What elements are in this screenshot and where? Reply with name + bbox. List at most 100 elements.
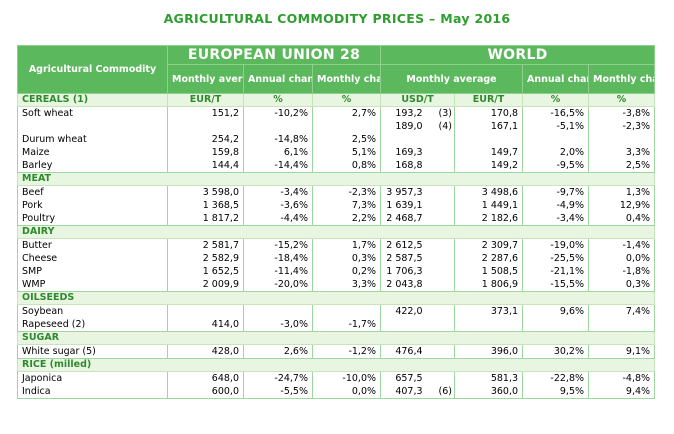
value-cell: -19,0% [522,238,590,252]
value-cell: 149,7 [454,146,524,159]
value-cell: 648,0 [167,371,244,385]
value-cell: -14,4% [243,159,313,173]
value-cell: 657,5 [380,371,427,385]
commodity-name: Cheese [17,252,168,265]
commodity-name: Beef [17,185,168,199]
section-row: CEREALS (1) EUR/T%% USD/T EUR/T%% [17,93,656,107]
value-cell: -11,4% [243,265,313,278]
footnote-ref [426,344,456,359]
value-cell: 159,8 [167,146,244,159]
footnote-ref [426,371,456,385]
value-cell: 1 652,5 [167,265,244,278]
value-cell [311,304,382,318]
commodity-name: Rapeseed (2) [17,318,168,332]
value-cell: -15,2% [243,238,313,252]
section-label: SUGAR [16,331,656,345]
value-cell: 0,8% [311,159,382,173]
table-row: Soft wheat 151,2 -10,2% 2,7% 193,2 (3) 170,8 -1… [17,106,656,120]
value-cell: 6,1% [243,146,313,159]
value-cell: -18,4% [243,252,313,265]
unit-label: EUR/T [167,93,244,107]
value-cell: 476,4 [380,344,427,359]
value-cell [588,133,656,146]
section-label: RICE (milled) [16,358,656,372]
value-cell [243,120,313,133]
table-row: Poultry 1 817,2 -4,4% 2,2% 2 468,7 2 182,6 -3,… [17,212,656,226]
commodity-name: Barley [17,159,168,173]
table-row: SMP 1 652,5 -11,4% 0,2% 1 706,3 1 508,5 -21,1%… [17,265,656,278]
value-cell: 3,3% [588,146,656,159]
footnote-ref [426,199,456,212]
footnote-ref [426,185,456,199]
value-cell: 0,3% [588,278,656,292]
table-row: Cheese 2 582,9 -18,4% 0,3% 2 587,5 2 287,6 -25… [17,252,656,265]
value-cell: 167,1 [454,120,524,133]
commodity-name [17,120,168,133]
value-cell: -10,2% [243,106,313,120]
value-cell: 1 706,3 [380,265,427,278]
value-cell [522,318,590,332]
value-cell: -21,1% [522,265,590,278]
value-cell: 149,2 [454,159,524,173]
value-cell [311,120,382,133]
value-cell [380,133,427,146]
footnote-ref [426,252,456,265]
section-label: DAIRY [16,225,656,239]
value-cell: -20,0% [243,278,313,292]
value-cell: 0,0% [311,385,382,399]
value-cell: 422,0 [380,304,427,318]
value-cell: 2 581,7 [167,238,244,252]
value-cell: -4,4% [243,212,313,226]
value-cell: 2 009,9 [167,278,244,292]
value-cell [454,318,524,332]
value-cell: 600,0 [167,385,244,399]
value-cell: 1 508,5 [454,265,524,278]
value-cell: -5,1% [522,120,590,133]
table-row: Soybean 422,0 373,1 9,6% 7,4% [17,304,656,318]
value-cell: -2,3% [311,185,382,199]
unit-label: % [588,93,656,107]
value-cell: 1 817,2 [167,212,244,226]
world-header: WORLD [380,45,656,65]
value-cell: 151,2 [167,106,244,120]
table-row: 189,0 (4) 167,1 -5,1% -2,3% [17,120,656,133]
value-cell [167,120,244,133]
footnote-ref: (3) [426,106,456,120]
value-cell: 30,2% [522,344,590,359]
commodity-name: Poultry [17,212,168,226]
section-row: SUGAR [16,331,656,345]
unit-label: USD/T [380,93,456,107]
footnote-ref [426,212,456,226]
footnote-ref: (4) [426,120,456,133]
value-cell: 581,3 [454,371,524,385]
world-monthly-average-header: Monthly average [380,64,524,94]
footnote-ref [426,304,456,318]
table-row: White sugar (5) 428,0 2,6% -1,2% 476,4 396,0 3… [17,344,656,359]
value-cell: 396,0 [454,344,524,359]
unit-label: % [243,93,313,107]
value-cell: 193,2 [380,106,427,120]
table-row: Rapeseed (2) 414,0 -3,0% -1,7% [17,318,656,332]
value-cell: 2 587,5 [380,252,427,265]
commodity-header: Agricultural Commodity [17,45,168,94]
section-row: MEAT [16,172,656,186]
value-cell: 3 498,6 [454,185,524,199]
footnote-ref [426,278,456,292]
value-cell: 12,9% [588,199,656,212]
commodity-name: SMP [17,265,168,278]
eu-monthly-change-header: Monthly change [311,64,382,94]
world-annual-change-header: Annual change [522,64,590,94]
section-label: MEAT [16,172,656,186]
value-cell: 3 957,3 [380,185,427,199]
unit-label: % [311,93,382,107]
value-cell: 254,2 [167,133,244,146]
footnote-ref [426,265,456,278]
commodity-name: Soft wheat [17,106,168,120]
value-cell: 2,5% [588,159,656,173]
value-cell: -1,7% [311,318,382,332]
value-cell: 7,4% [588,304,656,318]
value-cell: -24,7% [243,371,313,385]
commodity-name: WMP [17,278,168,292]
value-cell: 2 612,5 [380,238,427,252]
value-cell: -5,5% [243,385,313,399]
